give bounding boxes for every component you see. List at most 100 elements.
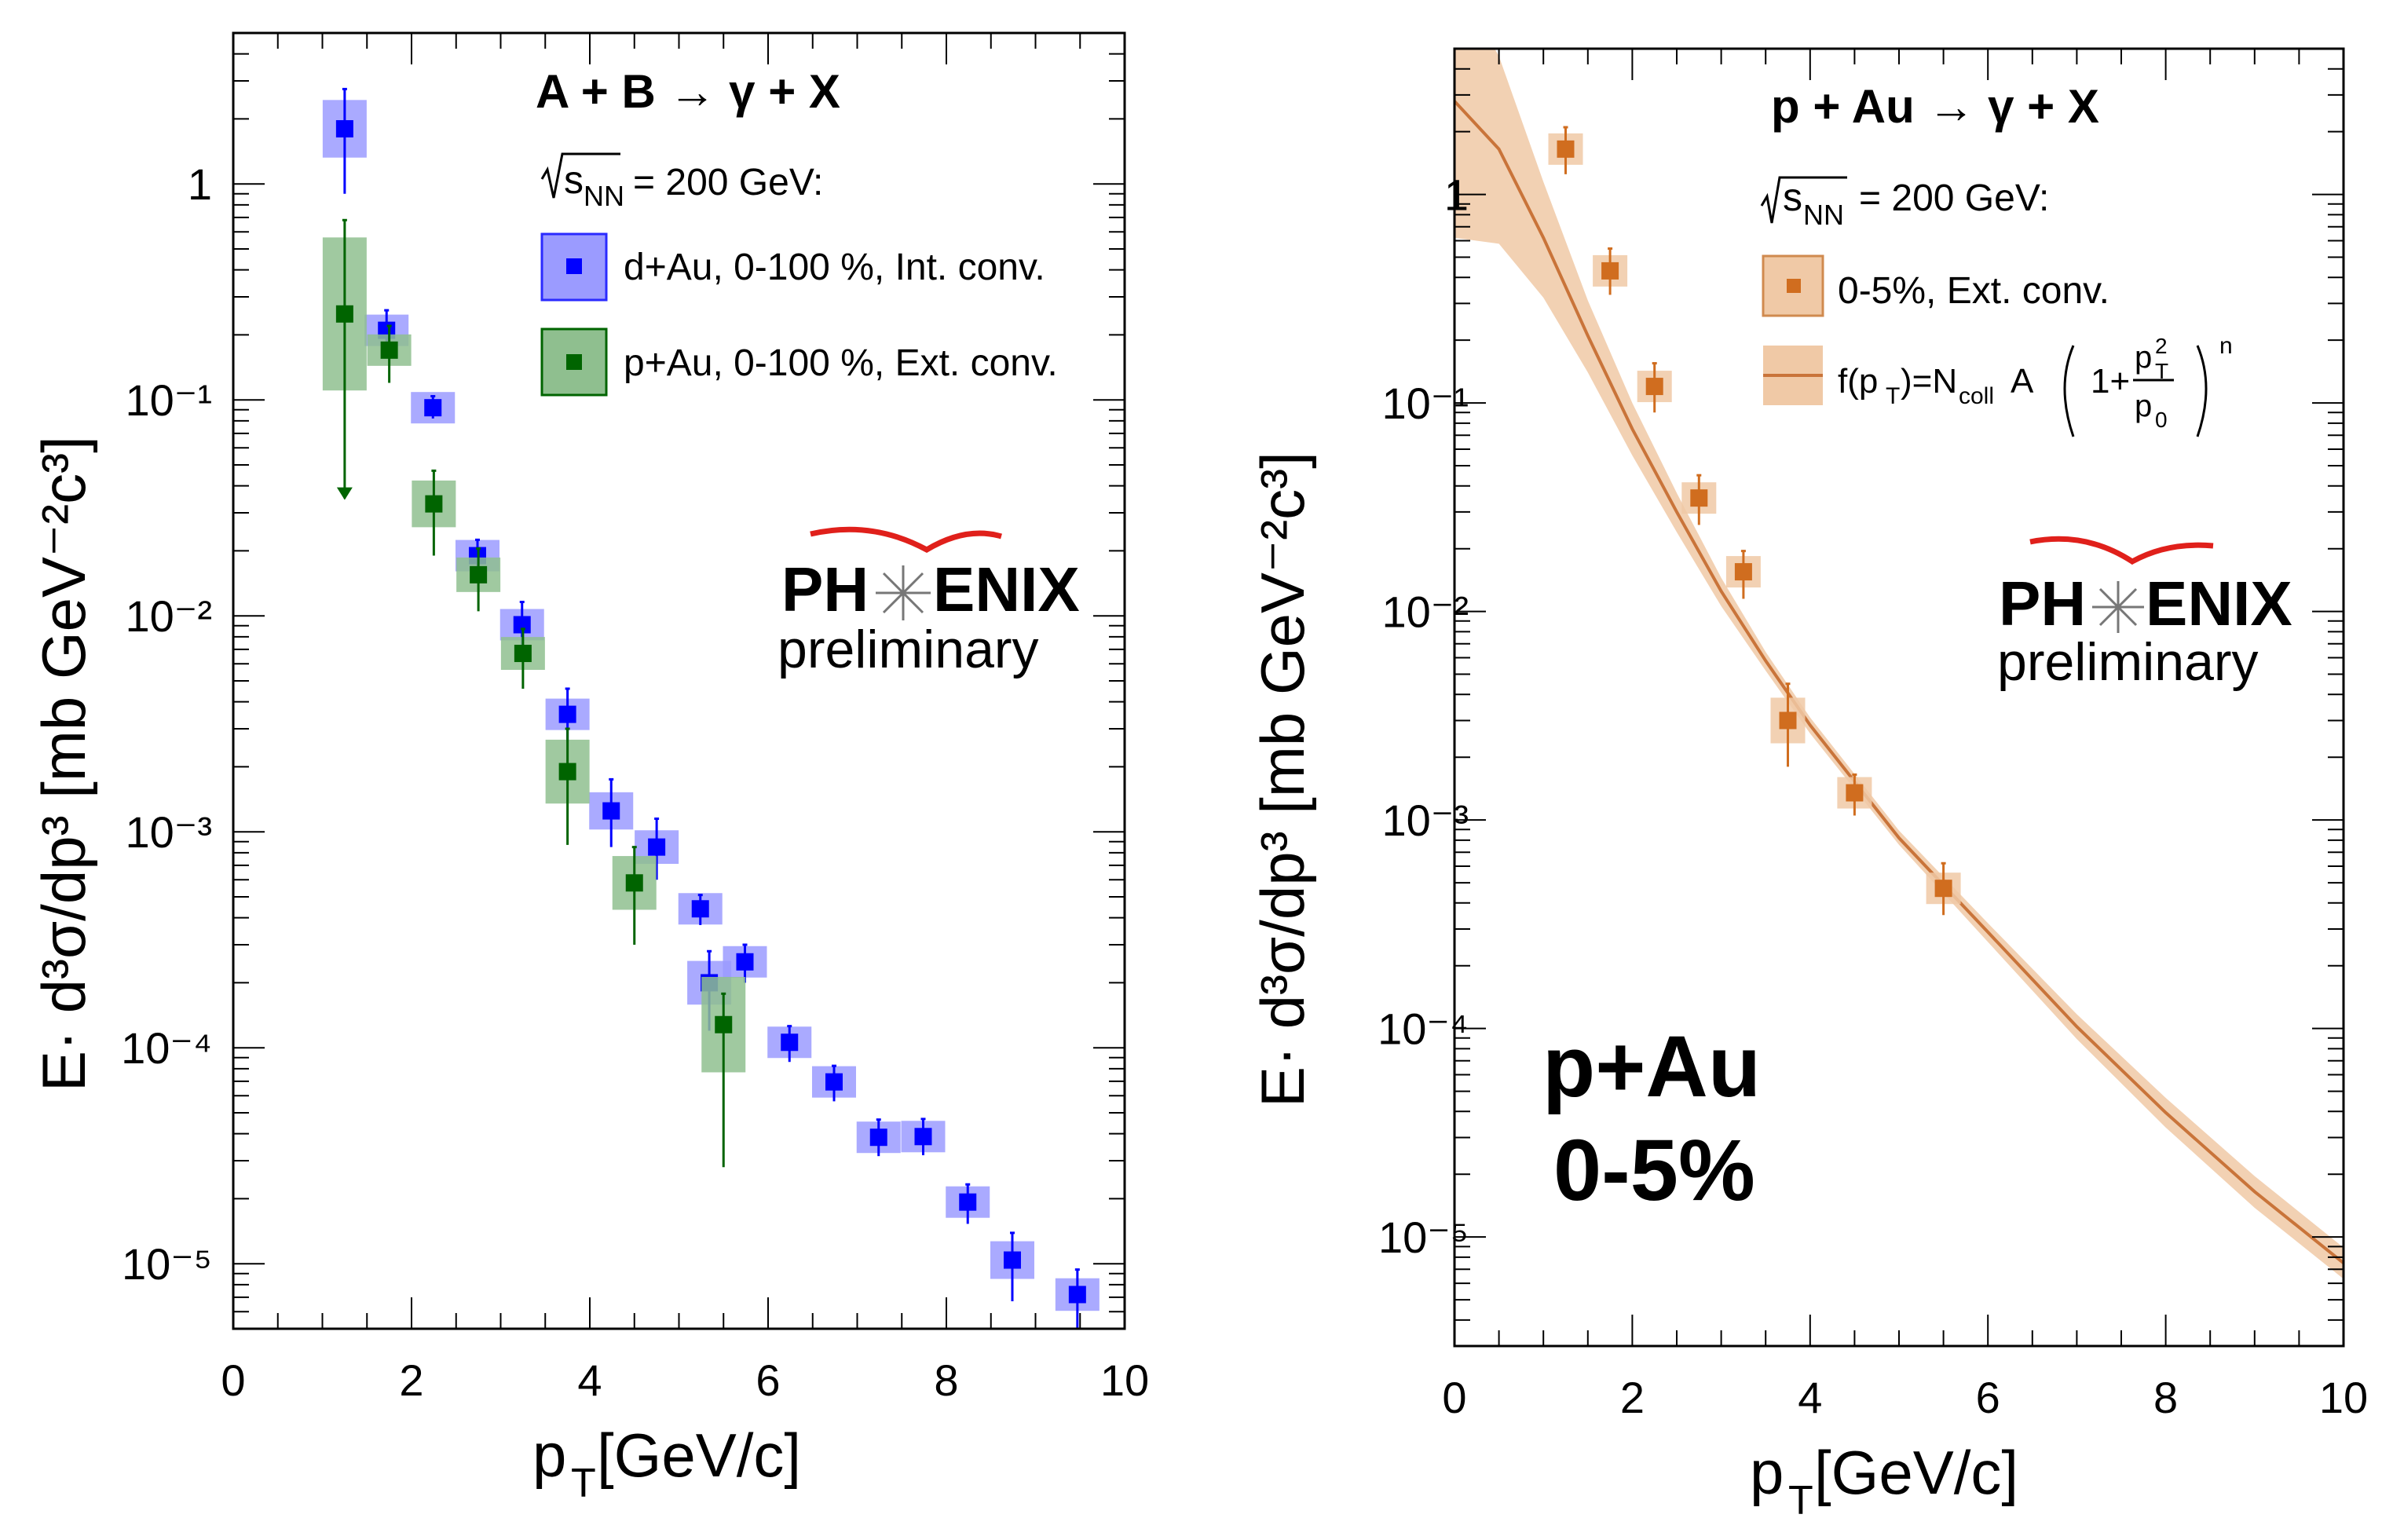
right-fit-curve — [1454, 49, 2344, 1279]
right-x-tick-label: 0 — [1442, 1373, 1466, 1422]
left-xlabel-p: p — [532, 1421, 566, 1490]
left-data-point — [558, 705, 576, 723]
left-legend-swatches — [540, 232, 608, 397]
left-limit-arrow — [336, 487, 353, 500]
fit-right-paren — [2196, 345, 2208, 437]
left-data-point — [335, 120, 353, 138]
logo-text-ph: PH — [1999, 569, 2086, 638]
right-energy-label: s NN = 200 GeV: — [1760, 175, 2049, 231]
left-y-tick-label: 10⁻³ — [126, 807, 213, 857]
fit-line — [1454, 100, 2344, 1264]
fit-ncoll-sub: coll — [1959, 383, 1994, 409]
energy-value: = 200 GeV: — [1859, 177, 2049, 219]
sqrt-sign — [540, 152, 620, 199]
left-data-point — [715, 1015, 733, 1033]
left-phenix-logo: PH ENIX preliminary — [778, 526, 1080, 679]
fit-num-sub: T — [2155, 359, 2168, 383]
fit-lhs: f(p — [1838, 362, 1878, 401]
logo-preliminary: preliminary — [1997, 632, 2259, 692]
right-xlabel-sub: T — [1788, 1478, 1813, 1524]
left-data-point — [470, 565, 488, 583]
left-data-point — [736, 953, 754, 971]
right-x-tick-label: 4 — [1798, 1373, 1822, 1422]
sqrt-s-symbol: s — [1783, 175, 1802, 219]
left-axes: 0 2 4 6 8 10 1 10⁻¹ 10⁻² 10⁻³ 10⁻⁴ 10⁻⁵ — [121, 32, 1149, 1405]
left-y-tick-label: 10⁻² — [126, 591, 213, 641]
left-title: A + B → γ + X — [536, 65, 840, 118]
left-x-tick-label: 4 — [577, 1355, 602, 1405]
fit-a: A — [2011, 362, 2034, 401]
legend-label-pau-central: 0-5%, Ext. conv. — [1838, 270, 2109, 312]
right-title: p + Au → γ + X — [1771, 80, 2099, 133]
logo-star-icon — [876, 565, 931, 620]
right-data — [1548, 126, 1961, 916]
left-x-tick-label: 8 — [934, 1355, 958, 1405]
fit-one-plus: 1+ — [2091, 362, 2130, 401]
left-data-point — [602, 802, 620, 820]
left-x-axis-label: p T [GeV/c] — [532, 1421, 801, 1506]
left-data-point — [425, 495, 443, 513]
right-data-point — [1690, 489, 1708, 507]
annotation-system: p+Au — [1542, 1019, 1761, 1115]
left-data-point — [625, 874, 643, 892]
left-y-tick-label: 10⁻¹ — [126, 375, 213, 425]
logo-star-icon — [2092, 581, 2144, 633]
left-y-axis-label: E· d³σ/dp³ [mb GeV⁻²c³] — [29, 436, 98, 1092]
left-ylabel: E· d³σ/dp³ [mb GeV⁻²c³] — [29, 436, 98, 1092]
fit-den-sub: 0 — [2155, 408, 2168, 432]
left-data-point — [558, 763, 576, 781]
left-data-point — [648, 838, 666, 856]
logo-swoosh — [810, 526, 1002, 554]
right-data-point — [1846, 784, 1864, 802]
legend-label-dau: d+Au, 0-100 %, Int. conv. — [624, 247, 1045, 288]
left-data-point — [869, 1128, 887, 1147]
right-data-point — [1557, 140, 1575, 158]
left-data-point — [691, 900, 709, 918]
logo-text-ph: PH — [781, 554, 869, 624]
fit-den: p — [2135, 389, 2152, 423]
left-y-tick-label: 10⁻⁴ — [121, 1023, 212, 1073]
left-data-point — [959, 1193, 977, 1211]
right-y-tick-label: 1 — [1444, 170, 1469, 220]
right-x-tick-label: 2 — [1620, 1373, 1645, 1422]
right-x-axis-label: p T [GeV/c] — [1750, 1438, 2018, 1524]
left-y-tick-label: 10⁻⁵ — [122, 1239, 212, 1289]
left-x-tick-label: 6 — [756, 1355, 780, 1405]
right-phenix-logo: PH ENIX preliminary — [1997, 536, 2292, 692]
legend-marker-pau — [566, 354, 582, 370]
left-data-point — [513, 616, 531, 634]
logo-swoosh — [2029, 536, 2214, 565]
left-panel: 0 2 4 6 8 10 1 10⁻¹ 10⁻² 10⁻³ 10⁻⁴ 10⁻⁵ A + B → γ +… — [29, 31, 1149, 1506]
right-ylabel: E· d³σ/dp³ [mb GeV⁻²c³] — [1248, 452, 1317, 1107]
legend-marker-dau — [566, 258, 582, 274]
left-x-tick-label: 10 — [1100, 1355, 1149, 1405]
right-xlabel-unit: [GeV/c] — [1814, 1438, 2018, 1507]
left-x-tick-label: 2 — [399, 1355, 423, 1405]
left-data-point — [1068, 1286, 1086, 1304]
left-data-point — [1003, 1251, 1021, 1269]
left-x-tick-label: 0 — [221, 1355, 245, 1405]
energy-value: = 200 GeV: — [633, 162, 823, 203]
right-x-tick-label: 8 — [2153, 1373, 2178, 1422]
left-data-point — [781, 1033, 799, 1052]
sqrt-sign — [1760, 176, 1847, 224]
fit-left-paren — [2063, 345, 2075, 437]
right-xlabel-p: p — [1750, 1438, 1784, 1507]
logo-text-enix: ENIX — [933, 554, 1080, 624]
legend-marker-pau-central — [1787, 279, 1801, 293]
right-axes: 0 2 4 6 8 10 1 10⁻¹ 10⁻² 10⁻³ 10⁻⁴ 10⁻⁵ — [1378, 48, 2368, 1422]
legend-label-pau: p+Au, 0-100 %, Ext. conv. — [624, 342, 1058, 384]
sqrt-s-subscript: NN — [1803, 199, 1844, 231]
left-data-point — [914, 1128, 932, 1146]
right-data-point — [1645, 378, 1663, 396]
sqrt-s-symbol: s — [564, 158, 584, 202]
right-y-tick-label: 10⁻⁵ — [1378, 1213, 1469, 1262]
fit-lhs-sub: T — [1886, 383, 1900, 409]
left-y-tick-label: 1 — [188, 159, 212, 209]
right-y-tick-label: 10⁻¹ — [1382, 379, 1469, 428]
left-data — [322, 87, 1100, 1329]
left-data-point — [825, 1073, 843, 1091]
right-legend: 0-5%, Ext. conv. f(p T )=N coll A 1+ p 2… — [1762, 254, 2233, 437]
fit-eq: )=N — [1901, 362, 1957, 401]
right-x-tick-label: 10 — [2319, 1373, 2368, 1422]
